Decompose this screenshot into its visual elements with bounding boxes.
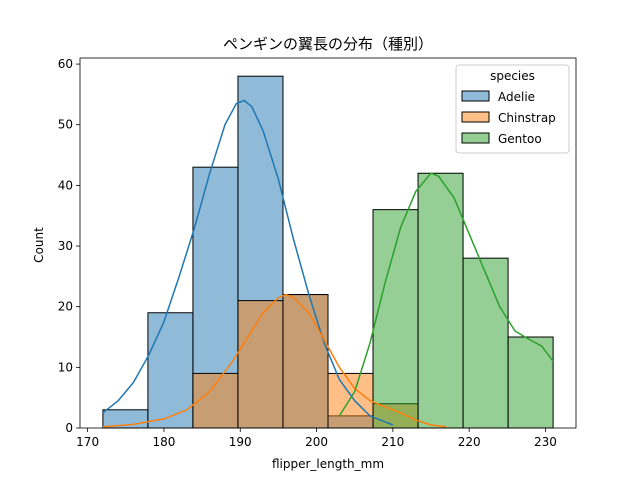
x-axis-label: flipper_length_mm [272,457,384,471]
y-tick-label-40: 40 [58,178,73,192]
bar-chinstrap-4 [282,294,329,429]
legend: species Adelie Chinstrap Gentoo [455,64,570,154]
x-tick-label-190: 190 [229,435,252,449]
kde-line-adelie [102,99,394,426]
bar-chinstrap-3 [237,300,284,429]
legend-title: species [490,69,535,83]
legend-swatch-adelie [461,90,490,102]
y-tick-label-20: 20 [58,300,73,314]
y-axis-label: Count [32,227,46,263]
legend-label-chinstrap: Chinstrap [498,111,556,125]
y-tick-label-60: 60 [58,57,73,71]
bar-gentoo-9 [507,336,554,429]
x-tick-label-220: 220 [458,435,481,449]
x-tick-label-210: 210 [381,435,404,449]
x-tick-label-180: 180 [152,435,175,449]
x-tick-label-200: 200 [305,435,328,449]
chart-title: ペンギンの翼長の分布（種別） [223,35,433,53]
legend-swatch-chinstrap [461,111,490,123]
plot-area: 170 180 190 200 210 220 230 0 10 20 30 40 50 60 [58,57,577,449]
bar-chinstrap-2 [192,372,239,429]
legend-label-adelie: Adelie [498,90,535,104]
bar-gentoo-8 [462,257,509,429]
kde-line-gentoo [338,172,554,417]
axes-frame [79,57,577,429]
x-tick-label-170: 170 [76,435,99,449]
y-tick-label-50: 50 [58,118,73,132]
y-tick-label-0: 0 [65,421,73,435]
legend-box [455,64,570,154]
y-tick-label-30: 30 [58,239,73,253]
kde-line-chinstrap [102,293,447,428]
x-tick-label-230: 230 [534,435,557,449]
bar-gentoo-7 [417,172,464,429]
bar-gentoo-6 [372,209,419,429]
legend-label-gentoo: Gentoo [498,132,542,146]
legend-swatch-gentoo [461,132,490,144]
y-tick-label-10: 10 [58,360,73,374]
